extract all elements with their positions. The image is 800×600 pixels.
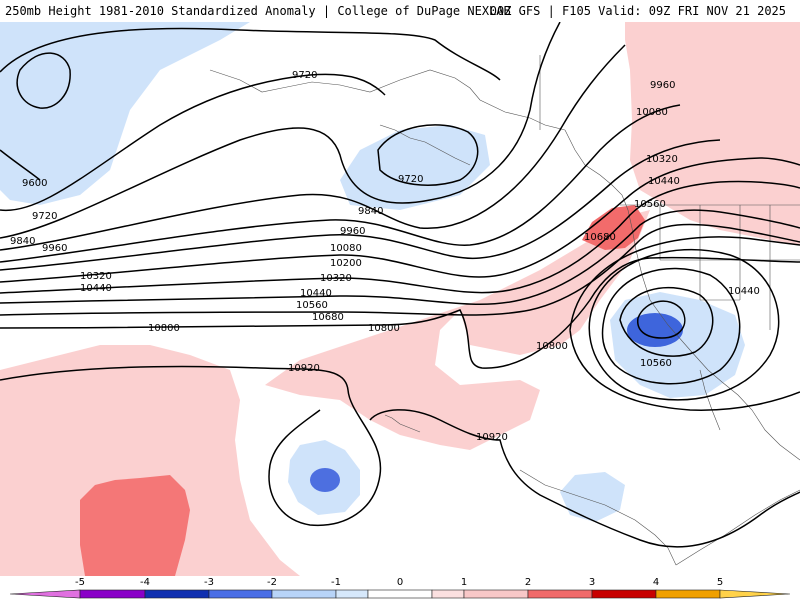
label-10320-a: 10320	[320, 273, 352, 284]
contour-9960	[0, 44, 626, 251]
neg-anomaly-aleutian	[340, 125, 490, 210]
label-9960-a: 9960	[340, 226, 365, 237]
height-contours	[0, 22, 800, 548]
label-10680-a: 10680	[312, 312, 344, 323]
contour-9720-mid	[0, 73, 386, 212]
pos-anomaly-band	[265, 210, 650, 450]
contour-9720-north	[0, 27, 501, 81]
label-10440-b: 10440	[80, 283, 112, 294]
contour-10920-east	[369, 409, 800, 548]
pos-anomaly-strong-south	[80, 475, 190, 576]
label-10560-b: 10560	[634, 199, 666, 210]
nw-coast	[564, 129, 800, 461]
state-borders	[659, 205, 800, 330]
label-10440-c: 10440	[648, 176, 680, 187]
tick-pos2: 2	[525, 577, 531, 588]
contour-10800	[0, 256, 800, 369]
label-10560-c: 10560	[640, 358, 672, 369]
label-10080-b: 10080	[636, 107, 668, 118]
swatch-pos2	[527, 589, 593, 599]
swatch-neg1	[335, 589, 369, 599]
anomaly-colorbar: -5 -4 -3 -2 -1 0 1 2 3 4 5	[0, 576, 800, 600]
tick-zero: 0	[397, 577, 403, 588]
neg-anomaly-cutoff-core	[627, 313, 683, 347]
contour-cutoff-inner-2	[619, 286, 714, 357]
swatch-neg2	[271, 589, 337, 599]
contour-9600	[0, 149, 41, 181]
label-10800-a: 10800	[148, 323, 180, 334]
label-9600: 9600	[22, 178, 47, 189]
tick-pos1: 1	[461, 577, 467, 588]
label-9960-b: 9960	[42, 243, 67, 254]
label-10800-b: 10800	[368, 323, 400, 334]
label-10920-b: 10920	[476, 432, 508, 443]
label-9720-b: 9720	[398, 174, 423, 185]
colorbar-ticks: -5 -4 -3 -2 -1 0 1 2 3 4 5	[75, 577, 723, 588]
contour-9720-loop	[377, 124, 479, 186]
label-10440-d: 10440	[728, 286, 760, 297]
anomaly-shading	[0, 22, 800, 576]
pos-anomaly-south	[0, 345, 300, 576]
swatch-neg5	[79, 589, 146, 599]
label-10680-b: 10680	[584, 232, 616, 243]
label-10320-b: 10320	[80, 271, 112, 282]
tick-neg1: -1	[331, 577, 341, 588]
swatch-neutral	[367, 589, 433, 599]
header-bar: 250mb Height 1981-2010 Standardized Anom…	[0, 0, 800, 22]
model-run-info: 00Z GFS | F105 Valid: 09Z FRI NOV 21 202…	[489, 4, 786, 18]
contour-cutoff-10560	[601, 267, 741, 385]
tick-pos5: 5	[717, 577, 723, 588]
tick-pos3: 3	[589, 577, 595, 588]
neg-anomaly-small	[560, 472, 625, 522]
label-9840-b: 9840	[10, 236, 35, 247]
label-10920-a: 10920	[288, 363, 320, 374]
contour-10560	[0, 209, 800, 306]
label-10800-c: 10800	[536, 341, 568, 352]
label-9720-c: 9720	[32, 211, 57, 222]
swatch-neg3	[208, 589, 273, 599]
contour-10320	[0, 157, 800, 283]
tick-neg3: -3	[204, 577, 214, 588]
swatch-pos3	[591, 589, 657, 599]
label-10200: 10200	[330, 258, 362, 269]
contour-10080	[0, 104, 681, 263]
tick-neg2: -2	[267, 577, 277, 588]
label-9960-c: 9960	[650, 80, 675, 91]
map-title: 250mb Height 1981-2010 Standardized Anom…	[5, 4, 511, 18]
label-10080-a: 10080	[330, 243, 362, 254]
swatch-above-pos5	[719, 589, 791, 599]
contour-labels: 9720 9720 9720 9600 9840 9840 9960 9960 …	[10, 70, 760, 443]
swatch-pos1	[463, 589, 529, 599]
baja-coast	[699, 369, 721, 431]
contour-cutoff-inner-1	[637, 300, 686, 339]
contour-10440	[0, 180, 800, 294]
anomaly-map: 9720 9720 9720 9600 9840 9840 9960 9960 …	[0, 22, 800, 576]
swatch-pos4	[655, 589, 721, 599]
neg-anomaly-gulf-core	[310, 468, 340, 492]
label-10320-c: 10320	[646, 154, 678, 165]
contour-9600-loop	[16, 52, 71, 109]
contour-10920-loop	[0, 365, 382, 527]
label-10560-a: 10560	[296, 300, 328, 311]
swatch-pos05	[431, 589, 465, 599]
tick-neg4: -4	[140, 577, 150, 588]
colorbar-swatches	[9, 589, 791, 599]
contour-9840	[0, 22, 561, 239]
tick-pos4: 4	[653, 577, 659, 588]
aleutian-islands	[379, 124, 471, 166]
contour-10680	[0, 223, 800, 316]
label-9720-a: 9720	[292, 70, 317, 81]
pos-anomaly-northeast	[625, 22, 800, 245]
label-9840-a: 9840	[358, 206, 383, 217]
tick-neg5: -5	[75, 577, 85, 588]
contour-cutoff-10800	[569, 236, 800, 411]
label-10440-a: 10440	[300, 288, 332, 299]
neg-anomaly-nw	[0, 22, 250, 205]
swatch-neg4	[144, 589, 210, 599]
hawaii-islands	[384, 414, 421, 433]
contour-10200	[0, 139, 721, 271]
contour-cutoff-10680	[588, 248, 780, 401]
alaska-coast	[209, 69, 566, 131]
